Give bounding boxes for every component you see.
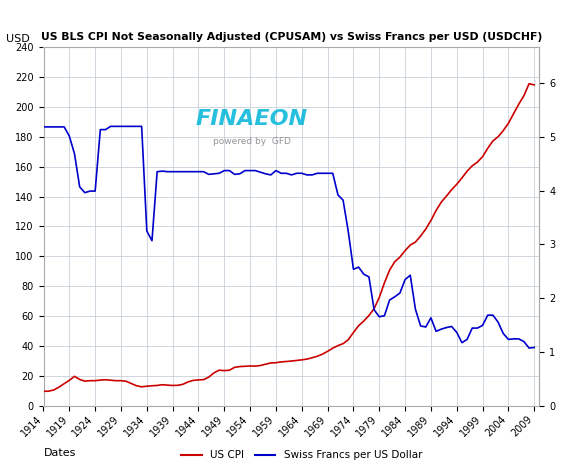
US CPI — [531, 82, 538, 88]
Text: USD: USD — [6, 35, 30, 44]
US CPI — [40, 389, 47, 394]
US CPI — [107, 377, 114, 383]
US CPI — [490, 138, 496, 144]
Swiss Francs per US Dollar — [309, 172, 316, 178]
Title: US BLS CPI Not Seasonally Adjusted (CPUSAM) vs Swiss Francs per USD (USDCHF): US BLS CPI Not Seasonally Adjusted (CPUS… — [41, 32, 542, 42]
Swiss Francs per US Dollar — [184, 169, 191, 175]
Swiss Francs per US Dollar — [40, 124, 47, 130]
Text: Dates: Dates — [44, 448, 76, 458]
Text: powered by  GFD: powered by GFD — [213, 137, 291, 147]
Line: US CPI: US CPI — [44, 84, 534, 391]
Swiss Francs per US Dollar — [293, 170, 300, 176]
US CPI — [525, 81, 532, 86]
Swiss Francs per US Dollar — [531, 345, 538, 350]
Line: Swiss Francs per US Dollar: Swiss Francs per US Dollar — [44, 127, 534, 348]
Legend: US CPI, Swiss Francs per US Dollar: US CPI, Swiss Francs per US Dollar — [177, 446, 426, 465]
US CPI — [303, 356, 310, 362]
US CPI — [179, 382, 186, 387]
Swiss Francs per US Dollar — [107, 124, 114, 129]
Swiss Francs per US Dollar — [257, 170, 264, 175]
Swiss Francs per US Dollar — [113, 124, 119, 129]
Text: FINAEON: FINAEON — [195, 109, 308, 128]
US CPI — [252, 363, 259, 369]
Swiss Francs per US Dollar — [525, 345, 532, 351]
US CPI — [288, 358, 295, 364]
Swiss Francs per US Dollar — [495, 319, 502, 325]
